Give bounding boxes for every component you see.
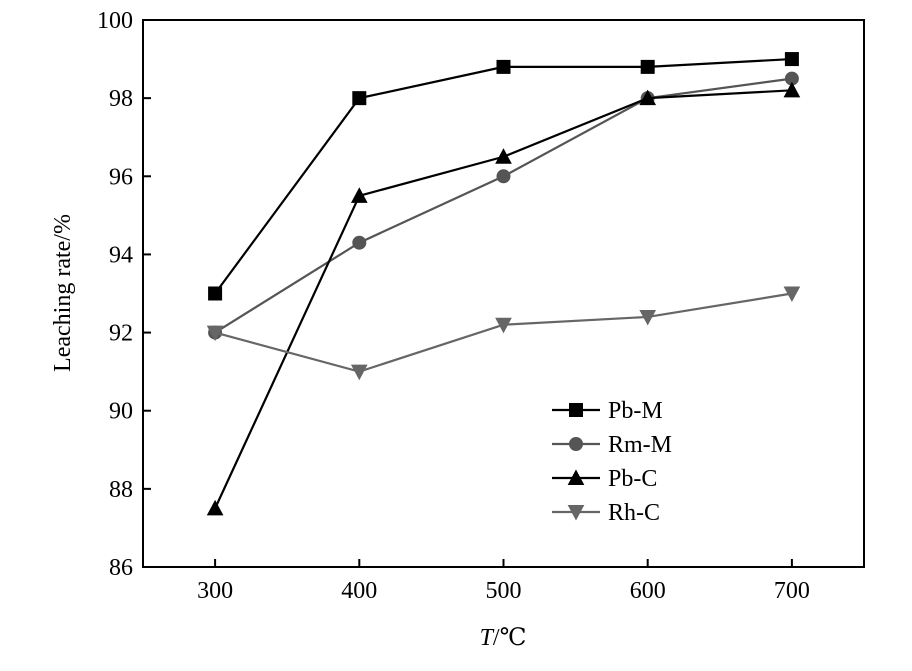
legend-label: Pb-M	[608, 398, 663, 424]
x-axis-title: T/℃	[480, 625, 527, 651]
data-point	[639, 89, 657, 106]
series-pb-m	[208, 52, 799, 301]
legend-item: Rh-C	[552, 500, 660, 526]
data-point	[495, 317, 512, 334]
y-tick-label: 86	[109, 555, 133, 581]
data-point	[640, 59, 655, 74]
data-point	[495, 148, 512, 164]
series-layer	[206, 52, 801, 516]
data-point	[350, 187, 368, 203]
y-tick-label: 98	[109, 86, 133, 112]
legend-item: Pb-C	[552, 466, 657, 492]
legend: Pb-M Rm-M Pb-C Rh-C	[552, 398, 672, 526]
legend-marker	[569, 437, 583, 451]
legend-label: Pb-C	[608, 466, 657, 492]
y-tick-label: 92	[109, 321, 133, 347]
data-point	[350, 364, 368, 381]
data-point	[639, 309, 657, 326]
data-point	[784, 52, 799, 67]
y-axis: 86 88 90 92 94 96 98 100	[97, 8, 151, 581]
series-line	[214, 77, 793, 334]
x-tick-label: 400	[341, 578, 377, 604]
legend-item: Rm-M	[552, 432, 672, 458]
series-rm-m	[208, 71, 799, 340]
x-tick-label: 300	[197, 578, 233, 604]
y-axis-title: Leaching rate/%	[50, 214, 76, 372]
data-point	[783, 286, 801, 303]
data-point	[208, 286, 223, 301]
x-axis: 300 400 500 600 700	[197, 559, 810, 604]
series-rh-c	[206, 286, 801, 381]
y-tick-label: 88	[109, 477, 133, 503]
legend-item: Pb-M	[552, 398, 663, 424]
data-point	[496, 59, 511, 74]
y-tick-label: 94	[109, 242, 133, 268]
x-tick-label: 600	[630, 578, 666, 604]
data-point	[206, 499, 224, 516]
legend-marker	[567, 469, 585, 485]
y-tick-label: 100	[97, 8, 133, 34]
data-point	[352, 91, 367, 106]
y-tick-label: 96	[109, 164, 133, 190]
data-point	[496, 169, 511, 184]
plot-frame	[142, 19, 865, 568]
x-tick-label: 700	[774, 578, 810, 604]
series-pb-c	[206, 81, 801, 516]
legend-label: Rm-M	[608, 432, 672, 458]
x-tick-label: 500	[486, 578, 522, 604]
y-tick-label: 90	[109, 399, 133, 425]
legend-marker	[569, 403, 583, 417]
data-point	[783, 81, 801, 98]
data-point	[206, 325, 224, 342]
legend-marker	[567, 505, 585, 521]
data-point	[352, 235, 367, 250]
legend-label: Rh-C	[608, 500, 660, 526]
